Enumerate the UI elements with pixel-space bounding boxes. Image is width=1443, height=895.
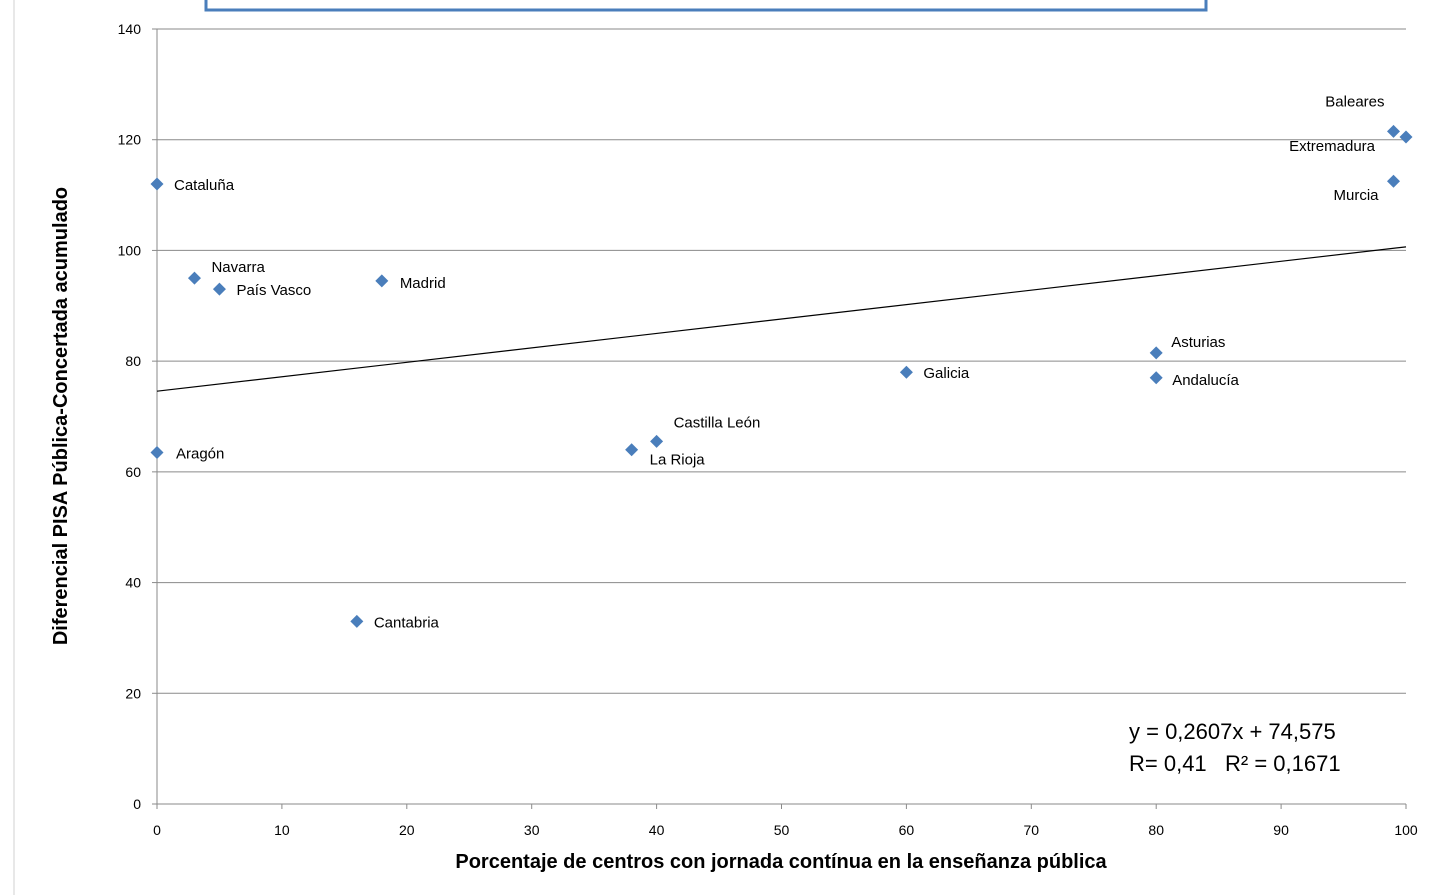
point-label-castilla-leon: Castilla León [674,414,761,431]
point-label-asturias: Asturias [1171,334,1225,351]
y-tick-label: 20 [125,685,141,701]
point-andalucia [1149,371,1163,385]
point-navarra [187,271,201,285]
x-tick-label: 60 [899,822,915,838]
trend-equation: y = 0,2607x + 74,575 [1129,719,1336,744]
x-tick-label: 100 [1394,822,1418,838]
point-madrid [375,274,389,288]
x-tick-label: 70 [1024,822,1040,838]
point-extremadura [1399,130,1413,144]
point-cantabria [350,614,364,628]
x-tick-label: 80 [1148,822,1164,838]
x-tick-label: 0 [153,822,161,838]
point-castilla-leon [650,434,664,448]
y-tick-label: 40 [125,575,141,591]
point-label-aragon: Aragón [176,445,224,462]
trendline [156,246,1407,392]
point-label-cataluna: Cataluña [174,177,235,194]
point-label-cantabria: Cantabria [374,614,440,631]
x-tick-labels: 0 10 20 30 40 50 60 70 80 90 100 [153,822,1418,838]
top-highlight-box [204,0,1208,12]
y-tick-label: 140 [118,21,142,37]
y-tick-label: 0 [133,796,141,812]
y-tick-label: 80 [125,353,141,369]
gridlines [152,28,1406,805]
x-tick-label: 30 [524,822,540,838]
correlation-text: R= 0,41 R² = 0,1671 [1129,751,1341,776]
data-points: Cataluña Aragón Navarra País Vasco Cantabria… [150,93,1413,631]
point-asturias [1149,346,1163,360]
point-label-navarra: Navarra [211,259,265,276]
point-galicia [899,365,913,379]
point-pais-vasco [212,282,226,296]
x-tick-label: 20 [399,822,415,838]
point-murcia [1387,174,1401,188]
point-label-murcia: Murcia [1333,187,1379,204]
point-label-baleares: Baleares [1325,93,1384,110]
point-aragon [150,445,164,459]
point-baleares [1387,124,1401,138]
x-tick-label: 90 [1273,822,1289,838]
point-la-rioja [625,443,639,457]
y-tick-label: 100 [118,242,142,258]
axes [156,29,1407,809]
y-tick-labels: 0 20 40 60 80 100 120 140 [118,21,142,812]
point-label-extremadura: Extremadura [1289,138,1376,155]
y-tick-label: 120 [118,132,142,148]
x-tick-label: 40 [649,822,665,838]
y-axis-title: Diferencial PISA Pública-Concertada acum… [50,187,72,645]
x-tick-label: 10 [274,822,290,838]
point-label-madrid: Madrid [400,275,446,292]
y-tick-label: 60 [125,464,141,480]
x-tick-label: 50 [774,822,790,838]
point-label-la-rioja: La Rioja [650,452,706,469]
point-label-pais-vasco: País Vasco [236,282,311,299]
x-axis-title: Porcentaje de centros con jornada contín… [455,851,1107,873]
point-cataluna [150,177,164,191]
point-label-andalucia: Andalucía [1172,372,1239,389]
point-label-galicia: Galicia [923,365,970,382]
